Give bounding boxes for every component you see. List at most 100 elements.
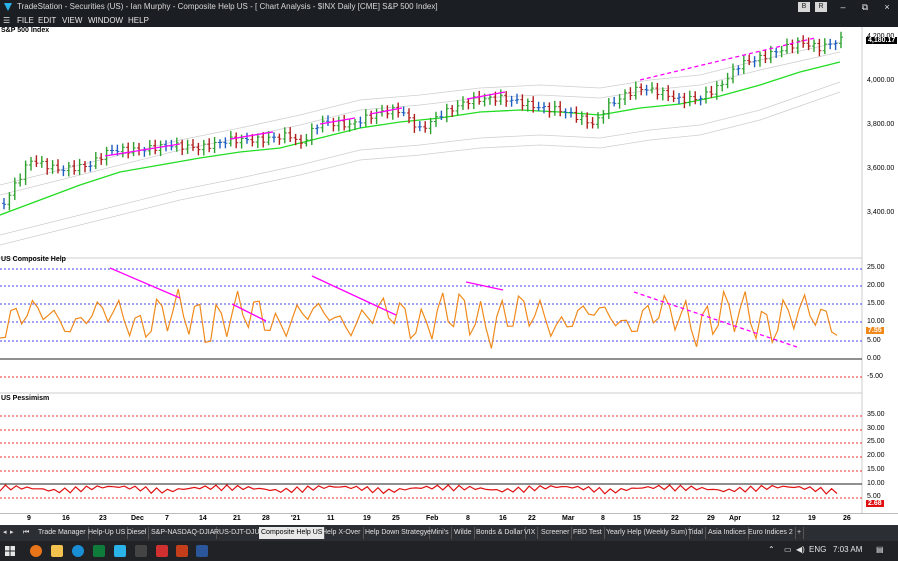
pessimism-axis-label: 5.00 [867, 493, 881, 500]
pessimism-axis-label: 10.00 [867, 480, 885, 487]
b-button[interactable]: B [798, 2, 810, 12]
composite-axis-label: -5.00 [867, 373, 883, 380]
close-button[interactable]: × [884, 2, 890, 12]
minimize-button[interactable]: – [840, 2, 846, 12]
composite-levels [0, 268, 862, 378]
app-icon[interactable] [135, 545, 147, 557]
time-axis-label: 9 [27, 515, 31, 522]
store-icon[interactable] [93, 545, 105, 557]
time-axis-label: 11 [327, 515, 335, 522]
pessimism-axis-label: 35.00 [867, 411, 885, 418]
tab-first-icon[interactable]: ⏮ [23, 529, 30, 536]
time-axis-label: 23 [99, 515, 107, 522]
tab-yearly-help[interactable]: Yearly Help (Weekly Sum) [604, 527, 691, 539]
pessimism-pane-label: US Pessimism [1, 395, 50, 402]
tab-vix[interactable]: VIX [522, 527, 539, 539]
time-axis-label: Apr [729, 515, 742, 522]
price-pane-label: S&P 500 Index [1, 27, 50, 34]
windows-start-icon[interactable] [4, 545, 16, 557]
network-icon[interactable]: ▭ [784, 545, 792, 554]
time-axis-label: 14 [199, 515, 207, 522]
menu-icon[interactable]: ☰ [3, 16, 11, 25]
pessimism-series-line [0, 484, 838, 495]
tab-composite-help-us[interactable]: Composite Help US [259, 527, 326, 539]
menu-edit[interactable]: EDIT [38, 16, 57, 25]
volume-icon[interactable]: ◀) [796, 545, 805, 554]
tab-help-down-strategy[interactable]: Help Down Strategy [363, 527, 431, 539]
tab-fbd-test[interactable]: FBD Test [571, 527, 605, 539]
time-axis-label: 15 [633, 515, 641, 522]
composite-pane-label: US Composite Help [1, 256, 66, 263]
price-axis-label: 3,400.00 [867, 209, 895, 216]
menu-help[interactable]: HELP [128, 16, 149, 25]
windows-taskbar: ⌃ ▭ ◀) ENG 7:03 AM ▤ [0, 541, 898, 561]
price-axis-label: 3,800.00 [867, 121, 895, 128]
price-axis-label: 4,000.00 [867, 77, 895, 84]
time-axis-label: '21 [291, 515, 301, 522]
language-indicator[interactable]: ENG [809, 545, 827, 554]
menu-view[interactable]: VIEW [62, 16, 83, 25]
time-axis-label: 16 [62, 515, 70, 522]
time-axis-label: 16 [499, 515, 507, 522]
tab-help-up-us[interactable]: Help-Up US [86, 527, 129, 539]
menu-window[interactable]: WINDOW [88, 16, 124, 25]
pessimism-last-tag: 2.68 [866, 500, 884, 507]
tab-wilde[interactable]: Wilde [452, 527, 475, 539]
tab-rus-djt-dju[interactable]: RUS-DJT-DJU [212, 527, 263, 539]
title-bar: TradeStation - Securities (US) - Ian Mur… [0, 0, 898, 14]
time-axis-label: Feb [426, 515, 439, 522]
tab-euro-indices-2[interactable]: Euro Indices 2 [746, 527, 796, 539]
tray-chevron-icon[interactable]: ⌃ [768, 545, 775, 554]
price-bars [2, 31, 843, 211]
composite-axis-label: 25.00 [867, 264, 885, 271]
menu-file[interactable]: FILE [17, 16, 34, 25]
restore-button[interactable]: ⧉ [861, 2, 869, 12]
tab-diesel[interactable]: Diesel [125, 527, 150, 539]
app-6-icon[interactable] [156, 545, 168, 557]
file-explorer-icon[interactable] [51, 545, 63, 557]
tab-scroll-right-icon[interactable]: ▸ [10, 529, 14, 536]
menu-bar: ☰ FILE EDIT VIEW WINDOW HELP [0, 14, 898, 27]
clock[interactable]: 7:03 AM [833, 545, 863, 554]
tab-asia-indices[interactable]: Asia Indices [706, 527, 749, 539]
time-axis-label: Dec [131, 515, 144, 522]
tab-add-button[interactable]: + [795, 527, 805, 539]
tab-eminis[interactable]: eMini's [425, 527, 452, 539]
chart-canvas[interactable] [0, 27, 898, 513]
notifications-icon[interactable]: ▤ [876, 545, 884, 554]
composite-axis-label: 10.00 [867, 318, 885, 325]
tab-bonds-dollar[interactable]: Bonds & Dollar [474, 527, 526, 539]
tradestation-taskbar-icon[interactable] [114, 545, 126, 557]
word-icon[interactable] [196, 545, 208, 557]
powerpoint-icon[interactable] [176, 545, 188, 557]
tab-tidal[interactable]: Tidal [686, 527, 706, 539]
firefox-icon[interactable] [30, 545, 42, 557]
price-bands [0, 41, 841, 246]
time-axis-label: 8 [466, 515, 470, 522]
tab-trade-manager[interactable]: Trade Manager [36, 527, 89, 539]
window-title: TradeStation - Securities (US) - Ian Mur… [17, 2, 438, 11]
workspace-tab-bar: ◂ ▸ ⏮ Trade Manager Help-Up US Diesel S&… [0, 525, 898, 541]
tab-screener[interactable]: Screener [539, 527, 573, 539]
composite-trendlines [109, 267, 801, 349]
time-axis-label: 19 [808, 515, 816, 522]
time-axis: 9 16 23 Dec 7 14 21 28 '21 11 19 25 Feb … [0, 513, 898, 526]
tradestation-logo-icon [4, 3, 12, 11]
chart-area[interactable]: S&P 500 Index US Composite Help US Pessi… [0, 27, 898, 513]
composite-last-tag: 7.55 [866, 327, 884, 334]
price-trendlines [104, 37, 816, 157]
tab-scroll-left-icon[interactable]: ◂ [3, 529, 7, 536]
time-axis-label: 21 [233, 515, 241, 522]
r-button[interactable]: R [815, 2, 827, 12]
price-axis-label: 3,600.00 [867, 165, 895, 172]
pessimism-axis-label: 25.00 [867, 438, 885, 445]
browser-icon[interactable] [72, 545, 84, 557]
pessimism-levels [0, 415, 862, 499]
tab-sp-nasdaq-djia[interactable]: S&P-NASDAQ-DJIA [149, 527, 218, 539]
price-axis-label: 4,200.00 [867, 33, 894, 40]
composite-axis-label: 20.00 [867, 282, 885, 289]
time-axis-label: Mar [562, 515, 575, 522]
tab-help-x-over[interactable]: Help X-Over [320, 527, 364, 539]
time-axis-label: 28 [262, 515, 270, 522]
time-axis-label: 29 [707, 515, 715, 522]
